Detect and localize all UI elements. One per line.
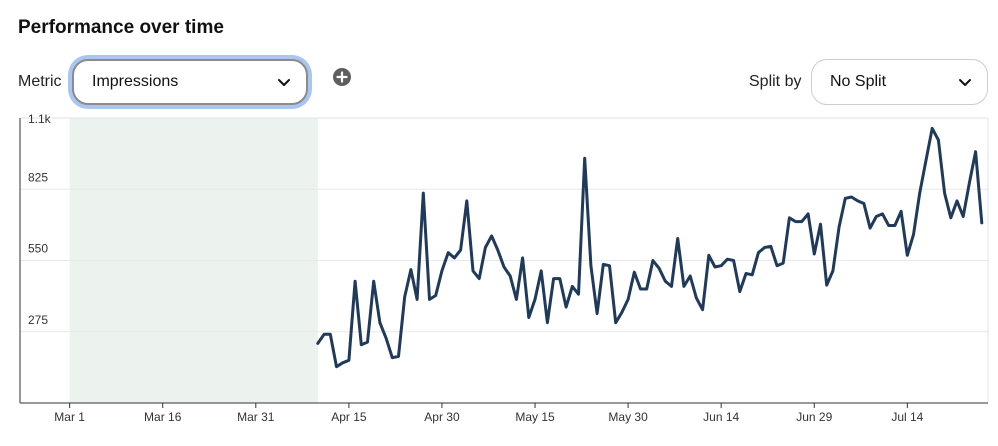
metric-label: Metric	[18, 73, 62, 90]
y-tick-label: 550	[28, 242, 48, 256]
performance-chart: 275 550 825 1.1k Mar 1 Mar 16 Mar 31 Apr 15 Apr …	[19, 112, 989, 424]
x-tick-label: Mar 16	[144, 410, 182, 424]
x-tick-label: Mar 31	[237, 410, 275, 424]
y-tick-label: 825	[28, 170, 48, 184]
x-tick-label: Jul 14	[891, 410, 923, 424]
metric-select[interactable]: Impressions	[72, 59, 308, 105]
x-tick-label: May 30	[608, 410, 648, 424]
x-tick-label: Jun 14	[703, 410, 739, 424]
y-tick-label: 1.1k	[28, 112, 52, 126]
y-tick-label: 275	[28, 313, 48, 327]
x-tick-label: Apr 30	[424, 410, 460, 424]
chevron-down-icon	[959, 79, 971, 86]
page-title: Performance over time	[18, 17, 224, 38]
split-select-value: No Split	[830, 73, 887, 90]
metric-select-value: Impressions	[92, 73, 179, 90]
x-tick-label: Mar 1	[54, 410, 85, 424]
x-tick-label: Jun 29	[796, 410, 832, 424]
split-by-label: Split by	[749, 73, 802, 90]
x-tick-label: May 15	[515, 410, 555, 424]
plus-circle-icon[interactable]	[332, 67, 352, 87]
x-tick-label: Apr 15	[331, 410, 367, 424]
split-by-select[interactable]: No Split	[811, 59, 988, 105]
series-line-impressions	[316, 126, 984, 369]
chevron-down-icon	[278, 79, 290, 86]
